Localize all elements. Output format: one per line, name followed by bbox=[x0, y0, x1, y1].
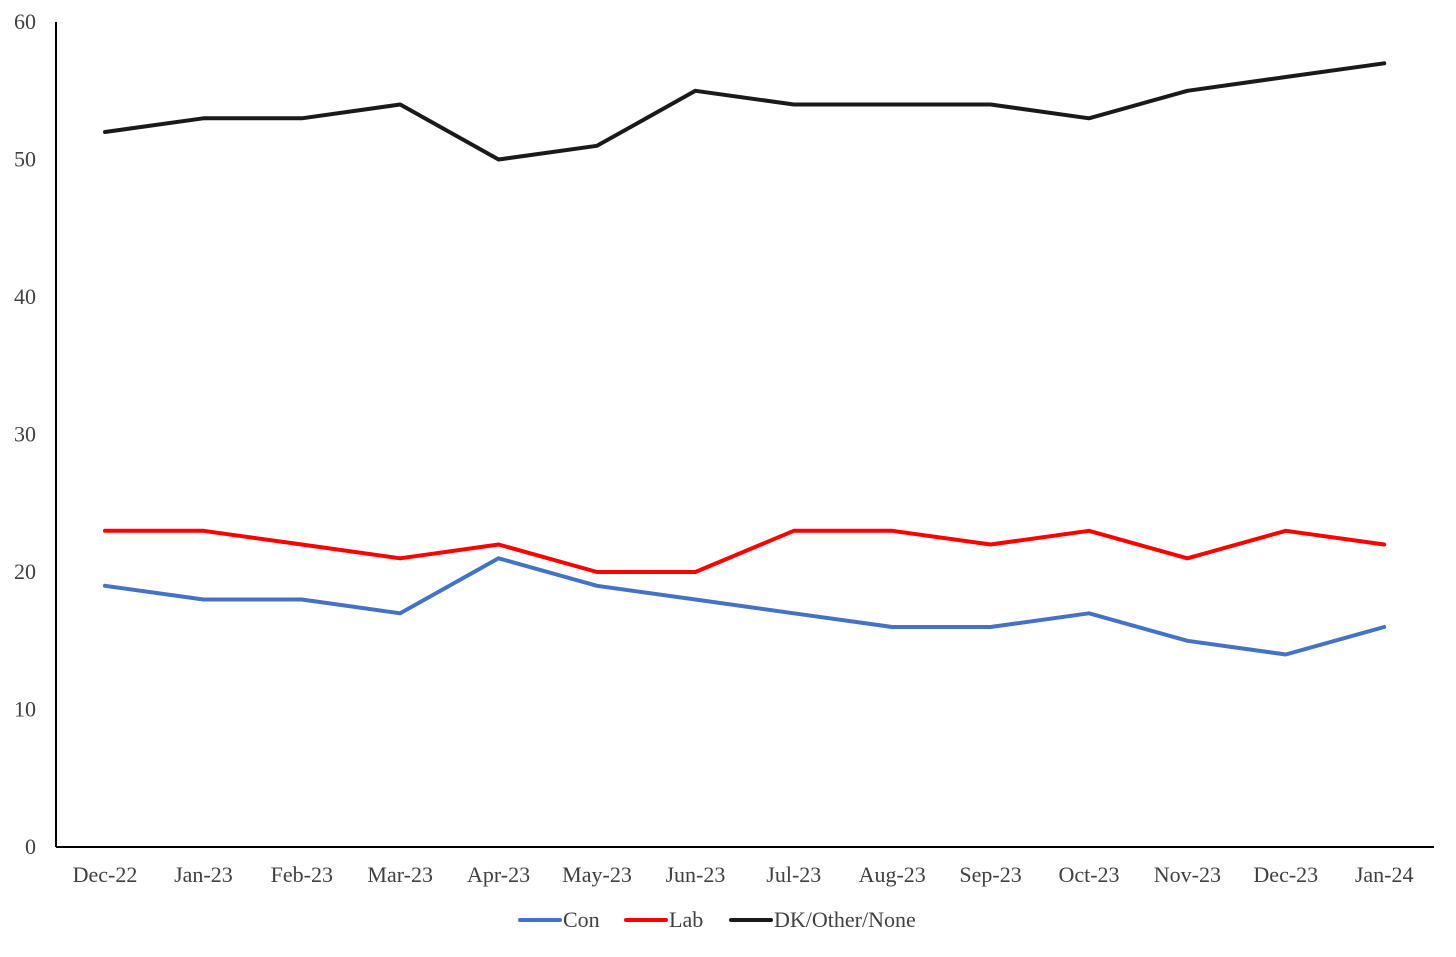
legend-item: Lab bbox=[626, 907, 703, 932]
x-tick-label: Mar-23 bbox=[367, 862, 433, 887]
series-con bbox=[105, 558, 1384, 654]
y-tick-label: 60 bbox=[14, 9, 36, 34]
legend-label: Lab bbox=[669, 907, 703, 932]
x-tick-label: Jan-24 bbox=[1355, 862, 1414, 887]
x-tick-label: Jul-23 bbox=[766, 862, 821, 887]
x-tick-label: Nov-23 bbox=[1154, 862, 1221, 887]
x-tick-label: May-23 bbox=[562, 862, 632, 887]
series-lines bbox=[105, 63, 1384, 654]
series-dk-other-none bbox=[105, 63, 1384, 159]
x-tick-label: Oct-23 bbox=[1058, 862, 1119, 887]
series-line bbox=[105, 63, 1384, 159]
x-tick-label: Jun-23 bbox=[665, 862, 725, 887]
series-line bbox=[105, 558, 1384, 654]
x-tick-label: Jan-23 bbox=[174, 862, 233, 887]
y-tick-label: 20 bbox=[14, 559, 36, 584]
legend-item: DK/Other/None bbox=[731, 907, 916, 932]
legend: Con Lab DK/Other/None bbox=[520, 907, 916, 932]
x-tick-label: Aug-23 bbox=[859, 862, 926, 887]
y-tick-label: 40 bbox=[14, 284, 36, 309]
series-line bbox=[105, 531, 1384, 572]
y-tick-label: 10 bbox=[14, 697, 36, 722]
x-axis-tick-labels: Dec-22 Jan-23 Feb-23 Mar-23 Apr-23 May-23 Jun-… bbox=[73, 862, 1414, 887]
x-tick-label: Apr-23 bbox=[467, 862, 530, 887]
legend-label: DK/Other/None bbox=[774, 907, 916, 932]
y-tick-label: 50 bbox=[14, 147, 36, 172]
y-axis-tick-labels: 0 10 20 30 40 50 60 bbox=[14, 9, 36, 859]
y-tick-label: 30 bbox=[14, 422, 36, 447]
x-tick-label: Feb-23 bbox=[271, 862, 333, 887]
x-tick-label: Dec-23 bbox=[1253, 862, 1318, 887]
x-tick-label: Sep-23 bbox=[959, 862, 1021, 887]
series-lab bbox=[105, 531, 1384, 572]
legend-label: Con bbox=[563, 907, 600, 932]
y-tick-label: 0 bbox=[25, 834, 36, 859]
axes bbox=[56, 22, 1434, 847]
x-tick-label: Dec-22 bbox=[73, 862, 138, 887]
legend-item: Con bbox=[520, 907, 600, 932]
